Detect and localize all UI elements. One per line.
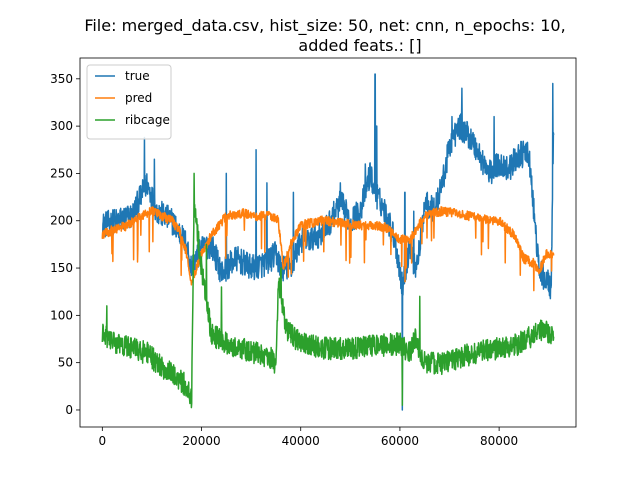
- y-tick-label: 50: [58, 356, 73, 370]
- series-line-pred: [101, 206, 555, 292]
- y-tick-label: 150: [50, 261, 73, 275]
- x-tick-label: 0: [98, 434, 106, 448]
- chart-title-line2: added feats.: []: [298, 36, 421, 55]
- x-tick-label: 40000: [282, 434, 320, 448]
- axes-frame: [79, 57, 577, 428]
- y-tick-label: 0: [65, 403, 73, 417]
- y-tick-label: 300: [50, 119, 73, 133]
- x-tick-label: 60000: [381, 434, 419, 448]
- legend-label-ribcage: ribcage: [125, 113, 170, 127]
- y-tick-label: 200: [50, 214, 73, 228]
- plot-area: [101, 73, 555, 411]
- x-tick-label: 80000: [480, 434, 518, 448]
- series-line-ribcage: [101, 172, 555, 409]
- legend-label-pred: pred: [125, 91, 152, 105]
- legend: true pred ribcage: [86, 64, 172, 140]
- legend-label-true: true: [125, 69, 150, 83]
- chart-title-line1: File: merged_data.csv, hist_size: 50, ne…: [84, 16, 565, 36]
- series-lines: [101, 73, 555, 411]
- y-tick-label: 100: [50, 308, 73, 322]
- axes: 0 20000 40000 60000 80000 0 50 100 150 200 250 300 3…: [50, 57, 577, 448]
- x-tick-label: 20000: [182, 434, 220, 448]
- y-tick-label: 350: [50, 72, 73, 86]
- y-tick-label: 250: [50, 166, 73, 180]
